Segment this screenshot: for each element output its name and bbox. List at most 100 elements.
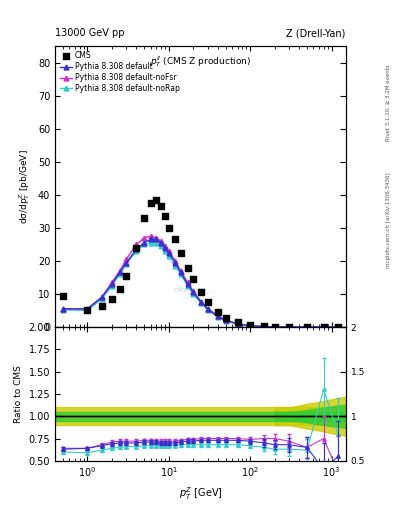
Pythia 8.308 default [321,324,326,330]
Pythia 8.308 default-noRap [321,324,326,330]
CMS [247,321,253,329]
Pythia 8.308 default [205,306,210,312]
Pythia 8.308 default [305,324,309,330]
Pythia 8.308 default-noFsr [215,313,220,319]
Pythia 8.308 default [61,306,65,312]
Pythia 8.308 default-noFsr [85,306,90,312]
Pythia 8.308 default [154,237,158,243]
Line: Pythia 8.308 default-noFsr: Pythia 8.308 default-noFsr [61,233,340,329]
CMS [109,295,115,303]
CMS [165,224,172,232]
Pythia 8.308 default [185,281,190,287]
CMS [60,291,66,300]
Pythia 8.308 default-noRap [85,307,90,313]
Pythia 8.308 default-noFsr [191,288,196,294]
Pythia 8.308 default-noRap [61,307,65,313]
Pythia 8.308 default [166,249,171,255]
Pythia 8.308 default [336,324,340,330]
CMS [198,288,204,296]
Pythia 8.308 default [178,269,183,275]
Pythia 8.308 default-noRap [262,324,267,330]
Pythia 8.308 default [118,269,122,275]
CMS [84,306,90,314]
Pythia 8.308 default [158,240,163,246]
Pythia 8.308 default [199,299,204,305]
Text: Z (Drell-Yan): Z (Drell-Yan) [286,28,346,38]
Pythia 8.308 default-noFsr [185,280,190,286]
Pythia 8.308 default-noRap [336,324,340,330]
Pythia 8.308 default-noFsr [205,306,210,312]
Pythia 8.308 default [215,313,220,319]
Pythia 8.308 default-noFsr [99,294,104,301]
Pythia 8.308 default-noRap [158,243,163,249]
Pythia 8.308 default-noRap [99,296,104,302]
Pythia 8.308 default-noRap [173,263,178,269]
Pythia 8.308 default-noRap [142,241,147,247]
Text: 13000 GeV pp: 13000 GeV pp [55,28,125,38]
Pythia 8.308 default-noFsr [286,324,291,330]
CMS [99,302,105,310]
Pythia 8.308 default [191,289,196,295]
Pythia 8.308 default-noRap [178,271,183,277]
Text: mcplots.cern.ch [arXiv:1306.3436]: mcplots.cern.ch [arXiv:1306.3436] [386,173,391,268]
Pythia 8.308 default-noFsr [248,323,252,329]
Line: Pythia 8.308 default-noRap: Pythia 8.308 default-noRap [61,240,340,329]
Pythia 8.308 default-noRap [110,283,114,289]
Text: $p_T^{ll}$ (CMS Z production): $p_T^{ll}$ (CMS Z production) [150,54,251,70]
Pythia 8.308 default [134,246,139,252]
Pythia 8.308 default [173,260,178,266]
Pythia 8.308 default-noRap [185,283,190,289]
Y-axis label: $\mathrm{d\sigma/dp_T^Z\ [pb/GeV]}$: $\mathrm{d\sigma/dp_T^Z\ [pb/GeV]}$ [17,149,32,224]
Y-axis label: Ratio to CMS: Ratio to CMS [14,365,23,423]
Pythia 8.308 default-noFsr [336,324,340,330]
Pythia 8.308 default-noRap [163,248,167,254]
CMS [162,212,168,220]
Pythia 8.308 default-noRap [118,271,122,277]
Pythia 8.308 default-noRap [124,261,129,267]
Pythia 8.308 default-noRap [223,317,228,324]
Pythia 8.308 default-noFsr [158,238,163,244]
CMS [204,298,211,306]
Pythia 8.308 default-noRap [149,240,153,246]
CMS [272,323,278,331]
Pythia 8.308 default-noFsr [110,280,114,286]
CMS [190,275,196,283]
Line: Pythia 8.308 default: Pythia 8.308 default [61,237,340,329]
Pythia 8.308 default-noFsr [305,324,309,330]
CMS [123,272,129,280]
Pythia 8.308 default [272,324,277,330]
Pythia 8.308 default [124,260,129,266]
CMS [234,318,241,327]
Pythia 8.308 default-noRap [235,321,240,327]
CMS [335,323,341,331]
Pythia 8.308 default-noFsr [235,321,240,327]
CMS [320,323,327,331]
Bar [55,412,346,421]
Pythia 8.308 default [85,306,90,312]
X-axis label: $p_T^Z$ [GeV]: $p_T^Z$ [GeV] [178,485,222,502]
Pythia 8.308 default-noFsr [142,234,147,241]
Pythia 8.308 default [223,317,228,324]
Pythia 8.308 default-noRap [215,314,220,320]
Pythia 8.308 default-noRap [166,253,171,259]
Pythia 8.308 default-noRap [272,324,277,330]
Pythia 8.308 default [99,294,104,301]
Pythia 8.308 default-noFsr [178,268,183,274]
CMS [222,314,229,322]
Bar [55,407,346,425]
CMS [141,214,147,222]
Pythia 8.308 default-noRap [305,324,309,330]
Pythia 8.308 default-noFsr [149,233,153,239]
Legend: CMS, Pythia 8.308 default, Pythia 8.308 default-noFsr, Pythia 8.308 default-noRa: CMS, Pythia 8.308 default, Pythia 8.308 … [58,49,182,95]
Pythia 8.308 default-noFsr [321,324,326,330]
CMS [172,236,178,244]
Pythia 8.308 default-noRap [199,300,204,306]
CMS [215,308,221,316]
Pythia 8.308 default-noFsr [118,268,122,274]
Pythia 8.308 default [149,237,153,243]
Pythia 8.308 default [235,321,240,327]
CMS [184,264,191,272]
CMS [153,196,159,204]
Pythia 8.308 default [286,324,291,330]
CMS [117,285,123,293]
